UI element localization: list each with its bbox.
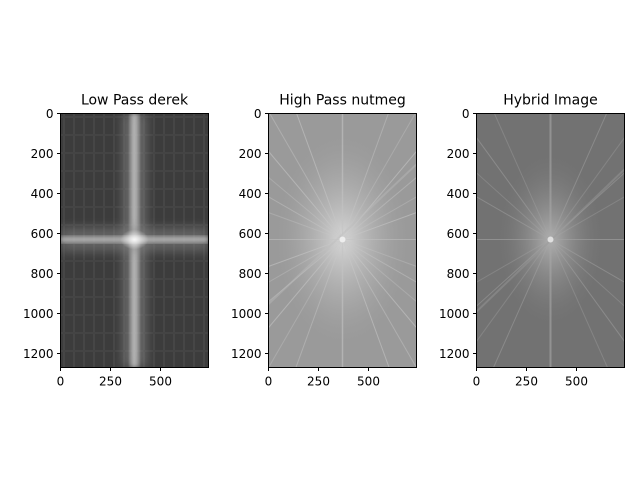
axes-frame — [268, 113, 417, 368]
y-tick-label: 0 — [46, 107, 54, 121]
y-tick-label: 200 — [31, 147, 54, 161]
y-tick-label: 400 — [31, 187, 54, 201]
y-tick-label: 200 — [447, 147, 470, 161]
subplot-title: Low Pass derek — [81, 93, 189, 109]
axes-frame — [476, 113, 625, 368]
y-tick-label: 400 — [239, 187, 262, 201]
x-tick-label: 500 — [149, 375, 172, 389]
y-tick-label: 0 — [462, 107, 470, 121]
y-tick-label: 1200 — [439, 347, 470, 361]
x-tick-label: 0 — [57, 375, 65, 389]
y-tick-label: 800 — [239, 267, 262, 281]
y-tick-label: 600 — [31, 227, 54, 241]
subplot-title: High Pass nutmeg — [279, 93, 405, 109]
subplot-2: High Pass nutmeg 0 250 500 0 200 400 600 800 1000… — [231, 93, 417, 389]
x-tick-label: 250 — [99, 375, 122, 389]
x-tick-label: 250 — [515, 375, 538, 389]
axes-frame — [60, 113, 209, 368]
y-tick-label: 1000 — [23, 307, 54, 321]
y-tick-label: 1000 — [439, 307, 470, 321]
x-tick-label: 0 — [265, 375, 273, 389]
subplot-3: Hybrid Image 0 250 500 0 200 400 600 800 1000 1200 — [439, 93, 625, 389]
subplot-title: Hybrid Image — [503, 93, 598, 109]
y-tick-label: 600 — [447, 227, 470, 241]
x-tick-label: 250 — [307, 375, 330, 389]
subplot-1: Low Pass derek 0 250 500 0 200 400 600 800 1000 12… — [23, 93, 209, 389]
y-tick-label: 1200 — [231, 347, 262, 361]
spectrum-image — [476, 113, 625, 368]
x-tick-label: 0 — [473, 375, 481, 389]
y-tick-label: 200 — [239, 147, 262, 161]
spectrum-image — [268, 113, 417, 368]
x-tick-label: 500 — [565, 375, 588, 389]
y-tick-label: 0 — [254, 107, 262, 121]
spectrum-image — [60, 113, 209, 368]
y-tick-label: 600 — [239, 227, 262, 241]
x-tick-label: 500 — [357, 375, 380, 389]
y-tick-label: 1000 — [231, 307, 262, 321]
y-tick-label: 1200 — [23, 347, 54, 361]
y-tick-label: 800 — [447, 267, 470, 281]
y-tick-label: 400 — [447, 187, 470, 201]
y-tick-label: 800 — [31, 267, 54, 281]
